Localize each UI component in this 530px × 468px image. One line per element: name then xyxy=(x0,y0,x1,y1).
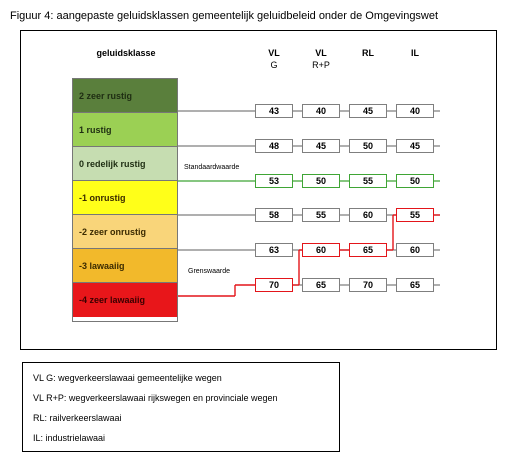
class-item: 1 rustig xyxy=(73,113,177,147)
class-item: -3 lawaaiig xyxy=(73,249,177,283)
figure-frame xyxy=(20,30,497,350)
value-cell: 70 xyxy=(349,278,387,292)
class-column-header: geluidsklasse xyxy=(96,48,156,58)
class-item: 0 redelijk rustig xyxy=(73,147,177,181)
col-subheader-vl-g: G xyxy=(270,60,278,70)
value-cell: 65 xyxy=(396,278,434,292)
value-cell: 45 xyxy=(349,104,387,118)
value-cell: 65 xyxy=(349,243,387,257)
value-cell: 45 xyxy=(396,139,434,153)
value-cell: 55 xyxy=(396,208,434,222)
legend-item-il: IL: industrielawaai xyxy=(33,433,106,443)
value-cell: 58 xyxy=(255,208,293,222)
value-cell: 50 xyxy=(396,174,434,188)
value-cell: 60 xyxy=(302,243,340,257)
value-cell: 40 xyxy=(302,104,340,118)
figure-caption: Figuur 4: aangepaste geluidsklassen geme… xyxy=(10,10,439,22)
value-cell: 55 xyxy=(349,174,387,188)
value-cell: 50 xyxy=(302,174,340,188)
value-cell: 60 xyxy=(349,208,387,222)
col-header-il: IL xyxy=(411,48,419,58)
col-subheader-vl-rp: R+P xyxy=(312,60,330,70)
value-cell: 43 xyxy=(255,104,293,118)
legend-box: VL G: wegverkeerslawaai gemeentelijke we… xyxy=(22,362,340,452)
class-item: -1 onrustig xyxy=(73,181,177,215)
value-cell: 48 xyxy=(255,139,293,153)
value-cell: 63 xyxy=(255,243,293,257)
standaardwaarde-label: Standaardwaarde xyxy=(184,164,240,171)
value-cell: 60 xyxy=(396,243,434,257)
value-cell: 45 xyxy=(302,139,340,153)
col-header-rl: RL xyxy=(362,48,374,58)
class-item: -2 zeer onrustig xyxy=(73,215,177,249)
class-item: -4 zeer lawaaiig xyxy=(73,283,177,317)
legend-item-vl-rp: VL R+P: wegverkeerslawaai rijkswegen en … xyxy=(33,393,278,403)
value-cell: 55 xyxy=(302,208,340,222)
col-header-vl-g: VL xyxy=(268,48,280,58)
legend-item-vl-g: VL G: wegverkeerslawaai gemeentelijke we… xyxy=(33,373,222,383)
class-column: 2 zeer rustig 1 rustig 0 redelijk rustig -1… xyxy=(72,78,178,322)
value-cell: 65 xyxy=(302,278,340,292)
value-cell: 40 xyxy=(396,104,434,118)
value-cell: 53 xyxy=(255,174,293,188)
col-header-vl-rp: VL xyxy=(315,48,327,58)
class-item: 2 zeer rustig xyxy=(73,79,177,113)
value-cell: 50 xyxy=(349,139,387,153)
legend-item-rl: RL: railverkeerslawaai xyxy=(33,413,122,423)
value-cell: 70 xyxy=(255,278,293,292)
grenswaarde-label: Grenswaarde xyxy=(188,268,231,275)
